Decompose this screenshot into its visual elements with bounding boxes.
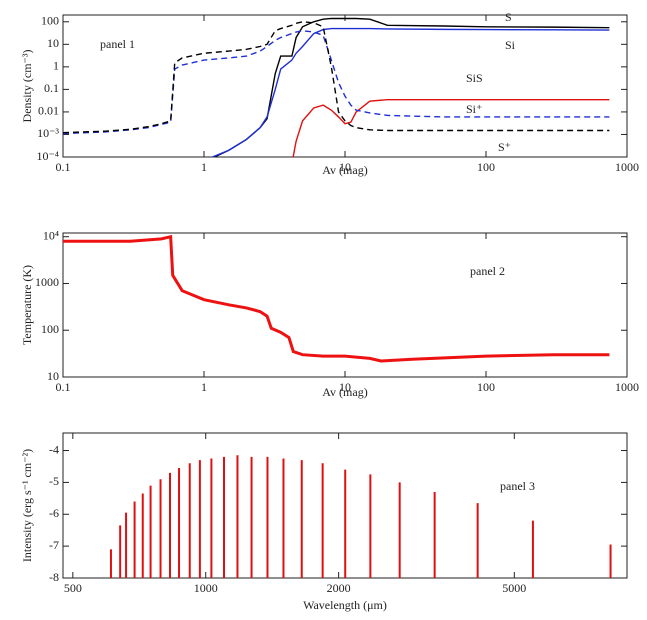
x-axis-label: Av (mag): [322, 385, 367, 399]
x-tick-label: 0.1: [56, 380, 71, 394]
plot-area: [63, 234, 610, 363]
y-axis-label: Temperature (K): [20, 265, 34, 345]
y-tick-label: 0.1: [44, 81, 59, 95]
series-label: Si: [505, 38, 516, 52]
y-tick-label: 100: [41, 14, 59, 28]
series-line: [63, 30, 610, 135]
y-tick-label: 0.01: [38, 104, 59, 118]
x-tick-label: 0.1: [56, 160, 71, 174]
plot-area: [63, 17, 610, 157]
panel-annotation: panel 1: [100, 37, 135, 51]
panel: 0.1 1 10 100 1000 10⁻⁴ 10⁻³ 0.01 0.1 1 10 100 Av (ma…: [20, 10, 639, 177]
x-tick-label: 10: [339, 160, 351, 174]
series-line: [63, 234, 610, 363]
y-tick-label: -7: [49, 538, 59, 552]
y-tick-label: 10: [47, 369, 59, 383]
series-label: SiS: [466, 71, 483, 85]
panel-annotation: panel 3: [500, 479, 535, 493]
y-tick-label: -5: [49, 474, 59, 488]
x-tick-label: 1: [201, 160, 207, 174]
y-tick-label: 1000: [35, 275, 59, 289]
y-tick-label: -6: [49, 506, 59, 520]
x-tick-label: 2000: [327, 581, 351, 595]
y-tick-label: 10⁻⁴: [36, 149, 59, 163]
y-tick-label: -4: [49, 442, 59, 456]
x-axis-label: Wavelength (μm): [303, 598, 387, 612]
y-tick-label: 10⁴: [43, 228, 59, 242]
x-tick-label: 100: [477, 160, 495, 174]
x-tick-label: 1000: [615, 380, 639, 394]
panel-annotation: panel 2: [470, 264, 505, 278]
panel: 0.1 1 10 100 1000 10 100 1000 10⁴ Av (mag) Tempera…: [20, 228, 639, 398]
y-axis-label: Density (cm⁻³): [20, 50, 34, 123]
series-line: [292, 98, 610, 157]
x-tick-label: 1000: [615, 160, 639, 174]
y-tick-label: 100: [41, 322, 59, 336]
y-tick-label: 10⁻³: [37, 126, 59, 140]
x-tick-label: 10: [339, 380, 351, 394]
y-tick-label: 1: [53, 59, 59, 73]
x-tick-label: 100: [477, 380, 495, 394]
plot-frame: [62, 232, 628, 378]
y-tick-label: 10: [47, 36, 59, 50]
series-label: Si⁺: [466, 102, 482, 116]
x-axis-label: Av (mag): [322, 163, 367, 177]
x-tick-label: 1: [201, 380, 207, 394]
plot-frame: [62, 14, 628, 158]
series-label: S: [505, 10, 512, 24]
series-line: [63, 21, 610, 134]
x-tick-label: 5000: [502, 581, 526, 595]
panel: 500 1000 2000 5000 -8 -7 -6 -5 -4 Wavelength (μm)…: [20, 432, 628, 612]
y-tick-label: -8: [49, 570, 59, 584]
series-label: S⁺: [498, 140, 511, 154]
y-axis-label: Intensity (erg s⁻¹ cm⁻²): [20, 449, 34, 562]
x-tick-label: 1000: [194, 581, 218, 595]
series-line: [212, 17, 610, 157]
x-tick-label: 500: [64, 581, 82, 595]
